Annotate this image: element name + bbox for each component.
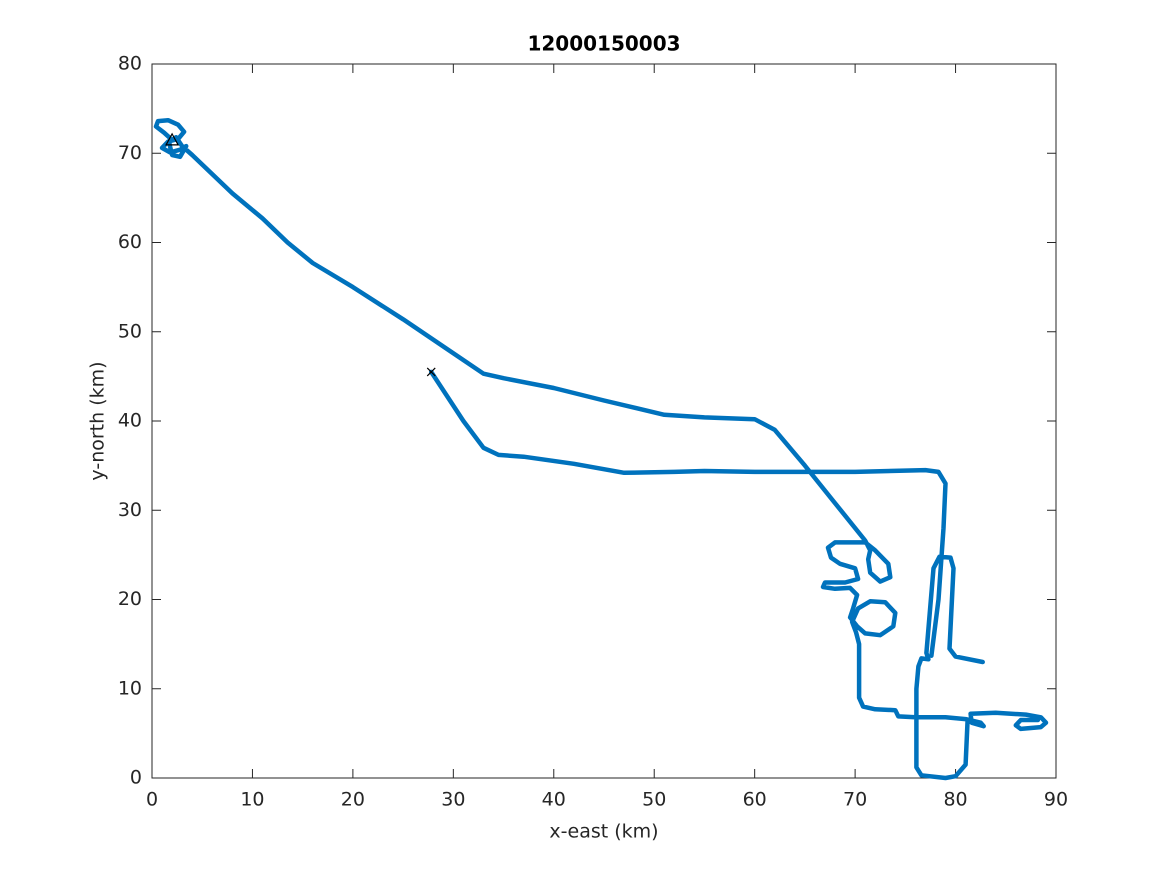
x-tick-label: 60 <box>743 789 767 811</box>
plot-area <box>151 63 1057 779</box>
y-tick-label: 30 <box>118 499 142 521</box>
y-tick-label: 0 <box>130 767 142 789</box>
y-tick-label: 70 <box>118 142 142 164</box>
y-tick-label: 50 <box>118 320 142 342</box>
x-tick-label: 0 <box>146 789 158 811</box>
x-tick-label: 80 <box>943 789 967 811</box>
x-tick-label: 90 <box>1044 789 1068 811</box>
x-tick-label: 20 <box>341 789 365 811</box>
x-tick-label: 10 <box>240 789 264 811</box>
x-tick-label: 70 <box>843 789 867 811</box>
x-tick-label: 50 <box>642 789 666 811</box>
x-tick-label: 40 <box>542 789 566 811</box>
start-marker <box>165 132 180 146</box>
end-marker <box>426 367 436 377</box>
y-tick-label: 80 <box>118 53 142 75</box>
y-axis-label: y-north (km) <box>87 361 109 480</box>
x-axis-label: x-east (km) <box>549 821 658 843</box>
y-tick-label: 40 <box>118 410 142 432</box>
trajectory <box>153 117 1049 781</box>
chart-title: 12000150003 <box>527 32 680 56</box>
y-tick-label: 20 <box>118 588 142 610</box>
x-tick-label: 30 <box>441 789 465 811</box>
y-tick-label: 60 <box>118 231 142 253</box>
y-tick-label: 10 <box>118 677 142 699</box>
